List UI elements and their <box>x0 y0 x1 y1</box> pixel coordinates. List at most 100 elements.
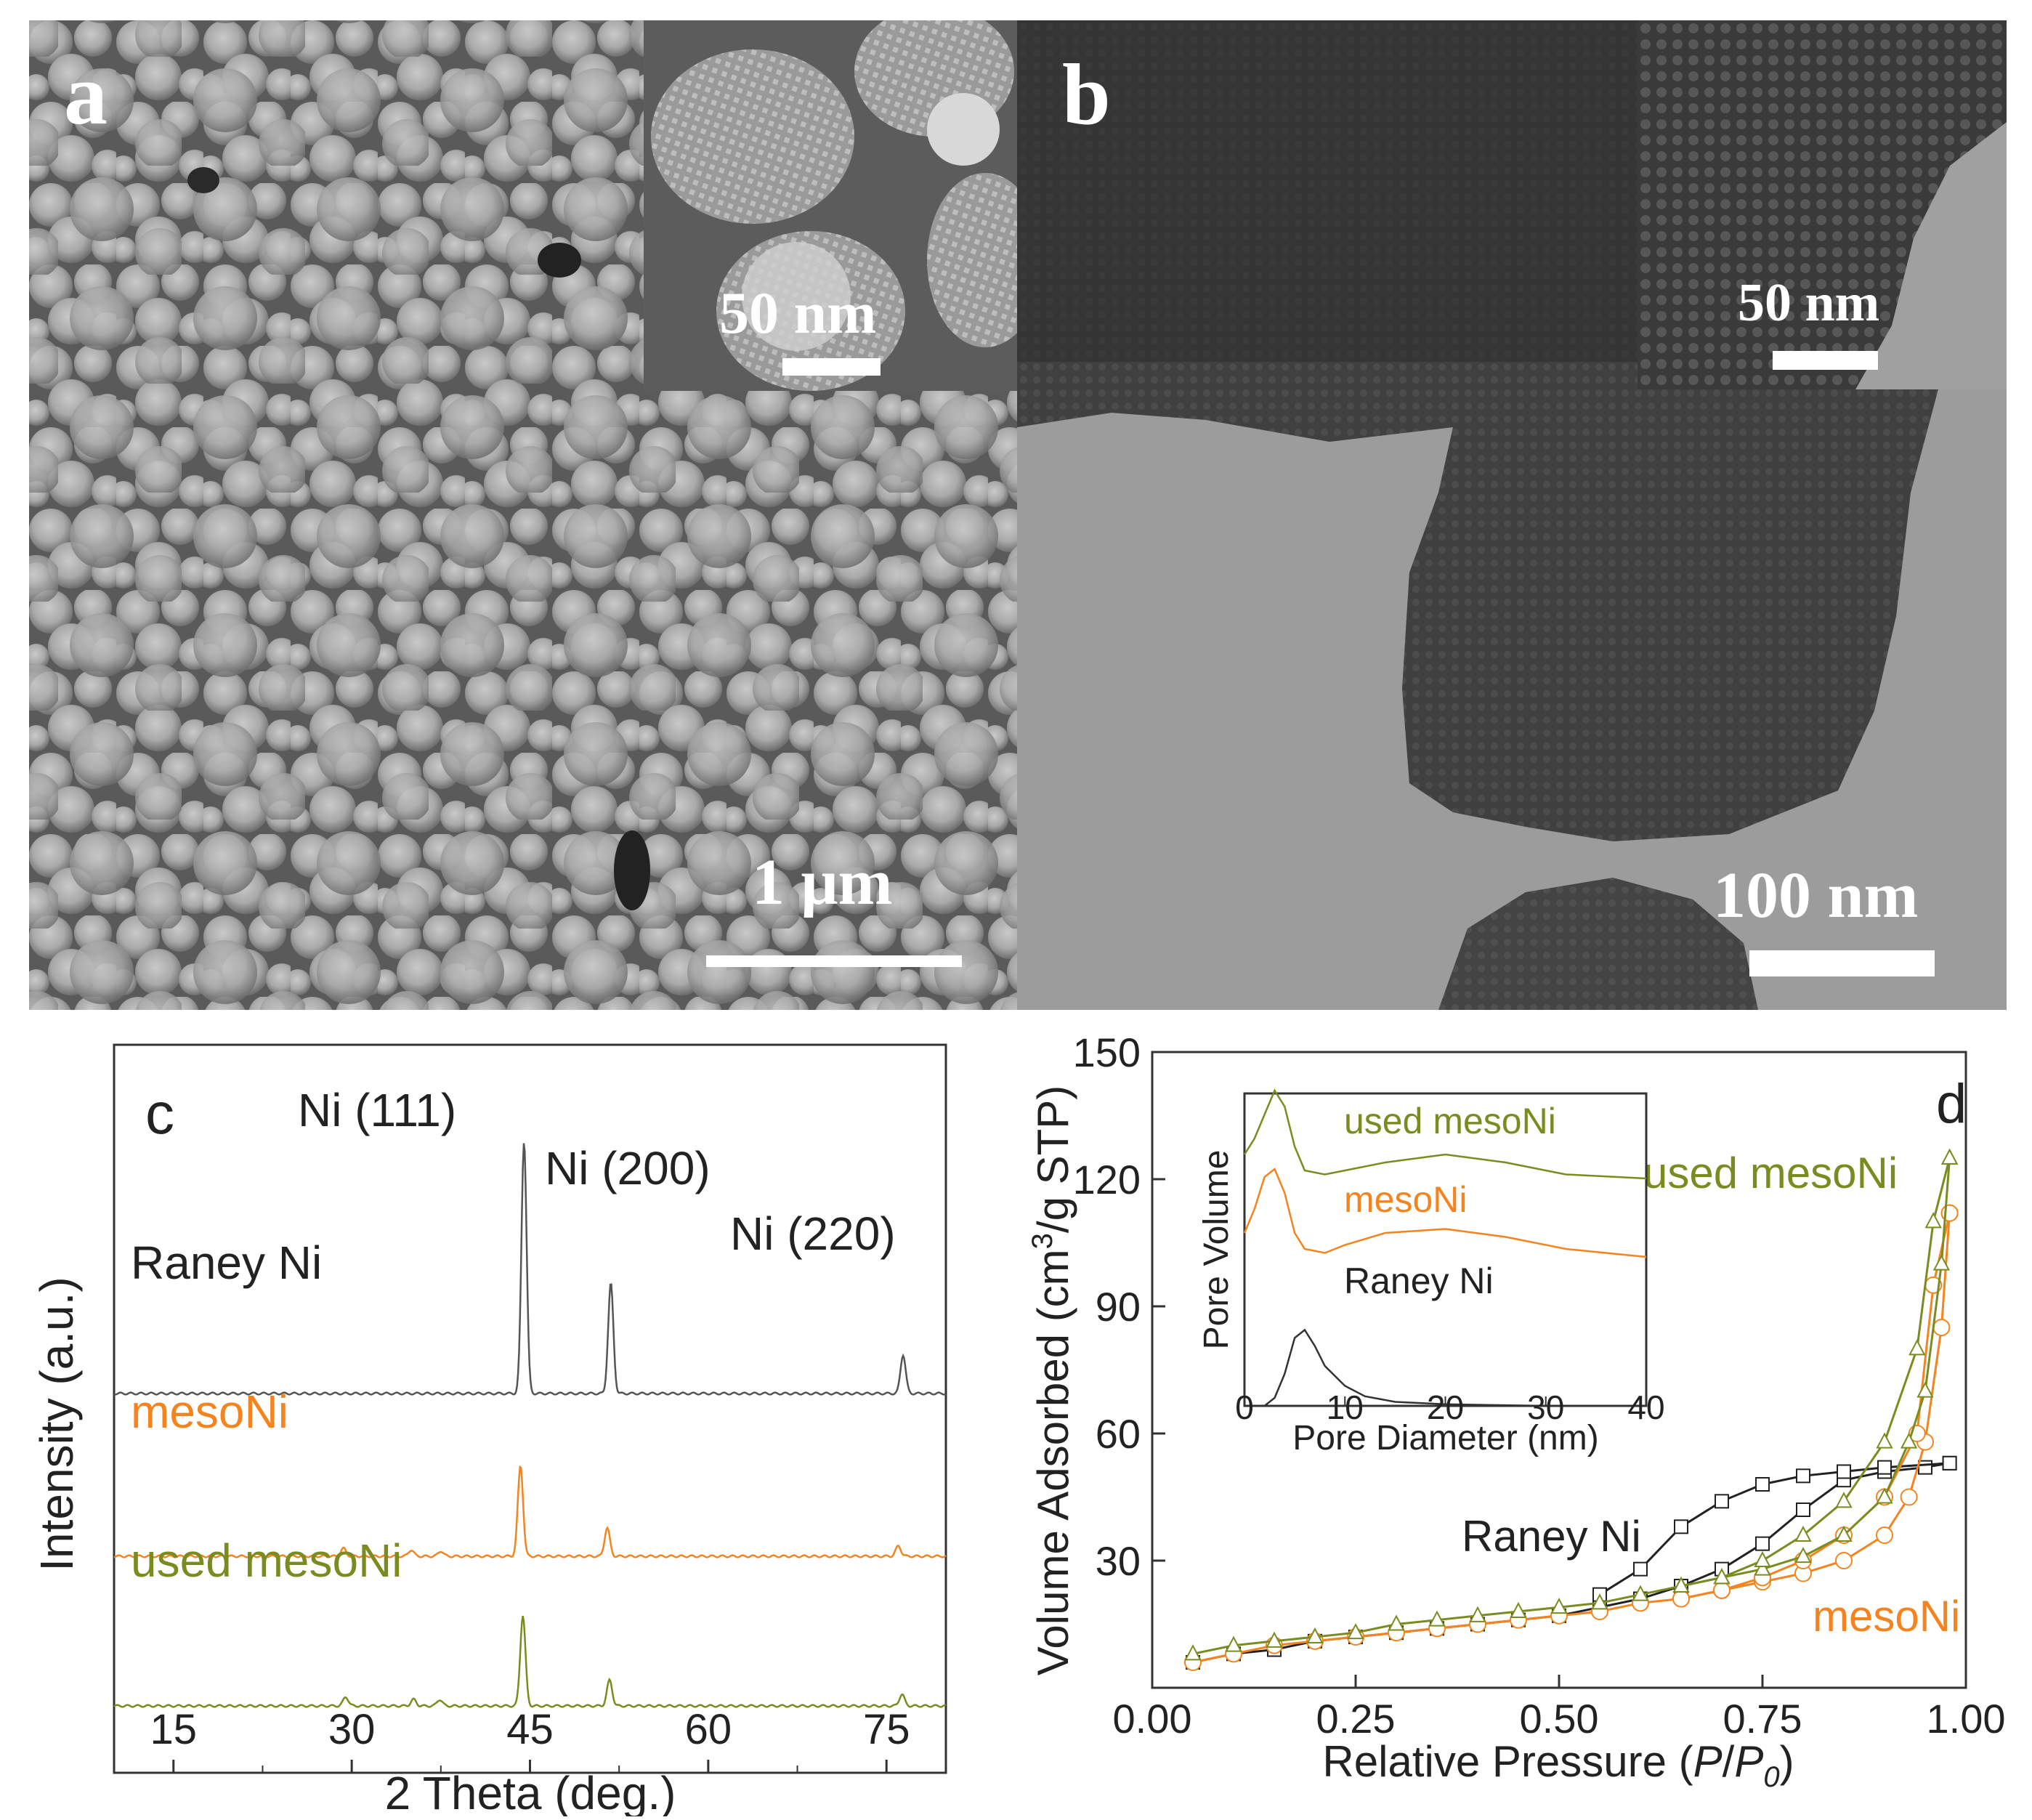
isotherm-point <box>1835 1492 1853 1508</box>
isotherm-point <box>1550 1598 1568 1614</box>
xrd-legend-raney: Raney Ni <box>131 1237 322 1289</box>
isotherm-x-tick-label: 0.75 <box>1723 1696 1802 1742</box>
isotherm-y-tick-label: 30 <box>1096 1538 1141 1584</box>
isotherm-point <box>1900 1432 1918 1449</box>
isotherm-point <box>1672 1590 1690 1608</box>
isotherm-adsorption-line <box>1192 1157 1951 1655</box>
xrd-legend-meso: mesoNi <box>131 1386 288 1438</box>
isotherm-point <box>1713 1581 1731 1599</box>
isotherm-point <box>1266 1631 1283 1648</box>
isotherm-x-tick-label: 0.25 <box>1316 1696 1396 1742</box>
xrd-chart: 15 30 45 60 75 c Ni (111) Ni (200) Ni (220) … <box>31 1043 947 1816</box>
isotherm-point <box>1835 1552 1853 1569</box>
sem-inset-image <box>644 20 1017 391</box>
isotherm-point <box>1633 1561 1648 1577</box>
inset-x-axis-label: Pore Diameter (nm) <box>1292 1419 1598 1457</box>
panel-a-scale-bar <box>706 955 962 967</box>
xrd-x-tick-label: 30 <box>328 1706 376 1753</box>
xrd-y-axis-label: Intensity (a.u.) <box>31 1277 83 1572</box>
isotherm-point <box>1796 1502 1810 1517</box>
panel-a-scale-label: 1 μm <box>752 846 893 918</box>
inset-legend-meso: mesoNi <box>1344 1179 1467 1220</box>
isotherm-point <box>1932 1319 1951 1337</box>
panel-b-scale-bar <box>1749 950 1935 976</box>
isotherm-y-tick-label: 150 <box>1073 1030 1141 1075</box>
inset-x-tick-label: 0 <box>1235 1388 1254 1426</box>
isotherm-adsorption-line <box>1192 1213 1951 1664</box>
inset-series-line <box>1243 1167 1647 1258</box>
xrd-peak-label-220: Ni (220) <box>730 1208 896 1260</box>
xrd-peak-label-200: Ni (200) <box>545 1142 711 1194</box>
panel-b-inset-scale-bar <box>1773 351 1878 370</box>
isotherm-point <box>1837 1464 1851 1479</box>
panel-a-sem-image <box>29 20 1017 1010</box>
isotherm-y-tick-label: 60 <box>1096 1411 1141 1457</box>
inset-legend-used: used mesoNi <box>1344 1101 1556 1141</box>
xrd-series-line <box>113 1143 947 1396</box>
xrd-panel-label: c <box>145 1081 174 1146</box>
inset-x-tick-label: 30 <box>1527 1388 1564 1426</box>
xrd-x-tick-label: 60 <box>685 1706 732 1753</box>
xrd-x-ticks: 15 30 45 60 75 <box>150 1706 910 1773</box>
isotherm-panel-label: d <box>1936 1073 1967 1135</box>
isotherm-point <box>1306 1627 1324 1643</box>
isotherm-point <box>1916 1381 1934 1398</box>
isotherm-point <box>1924 1212 1942 1229</box>
isotherm-point <box>1674 1519 1688 1534</box>
isotherm-point <box>1877 1460 1892 1475</box>
isotherm-point <box>1591 1593 1608 1610</box>
isotherm-desorption-line <box>1680 1157 1951 1588</box>
panel-a-inset-scale-bar <box>782 358 881 376</box>
isotherm-point <box>1876 1487 1893 1504</box>
inset-series-line <box>1243 1088 1647 1180</box>
xrd-x-axis-label: 2 Theta (deg.) <box>385 1767 676 1816</box>
xrd-series-line <box>113 1465 947 1558</box>
panel-b-scale-label: 100 nm <box>1713 860 1919 931</box>
isotherm-point <box>1713 1568 1731 1585</box>
inset-x-tick-label: 40 <box>1627 1388 1664 1426</box>
isotherm-point <box>1632 1585 1649 1601</box>
panel-b-inset-scale-label: 50 nm <box>1738 273 1880 333</box>
xrd-peak-label-111: Ni (111) <box>298 1084 456 1136</box>
isotherm-chart: 0.00 0.25 0.50 0.75 1.00 30 60 90 120 150 d used … <box>1027 1030 2006 1793</box>
isotherm-point <box>1388 1614 1405 1631</box>
isotherm-point <box>1672 1576 1690 1593</box>
isotherm-point <box>1932 1254 1951 1271</box>
isotherm-point <box>1184 1644 1202 1661</box>
isotherm-point <box>1876 1432 1893 1449</box>
inset-x-ticks: 0 10 20 30 40 <box>1235 1388 1664 1426</box>
panel-b-inset <box>1638 20 2007 389</box>
isotherm-point <box>1876 1526 1893 1544</box>
isotherm-point <box>1835 1525 1853 1542</box>
isotherm-y-axis-label: Volume Adsorbed (cm3/g STP) <box>1027 1085 1077 1676</box>
isotherm-point <box>1755 1536 1770 1551</box>
isotherm-point <box>1794 1547 1812 1564</box>
inset-x-tick-label: 20 <box>1427 1388 1464 1426</box>
isotherm-x-tick-label: 0.50 <box>1520 1696 1599 1742</box>
isotherm-desorption-line <box>1599 1462 1950 1595</box>
isotherm-point <box>1469 1606 1486 1622</box>
panel-a-letter: a <box>64 46 108 142</box>
isotherm-point <box>1796 1468 1810 1484</box>
panel-a-inset-scale-label: 50 nm <box>719 280 877 346</box>
isotherm-series-group <box>1184 1148 1959 1671</box>
isotherm-point <box>1715 1494 1729 1509</box>
isotherm-point <box>1347 1623 1364 1640</box>
inset-x-tick-label: 10 <box>1327 1388 1364 1426</box>
isotherm-ticks: 0.00 0.25 0.50 0.75 1.00 30 60 90 120 150 <box>1073 1030 2006 1742</box>
panel-b-tem-image <box>1017 20 2007 1010</box>
isotherm-legend-meso: mesoNi <box>1813 1592 1960 1641</box>
xrd-legend-used: used mesoNi <box>131 1534 402 1587</box>
xrd-x-tick-label: 45 <box>506 1706 554 1753</box>
isotherm-legend-raney: Raney Ni <box>1462 1512 1641 1561</box>
tem-inset-image <box>1638 20 2007 389</box>
isotherm-point <box>1918 1460 1932 1475</box>
isotherm-point <box>1794 1525 1812 1542</box>
inset-legend-raney: Raney Ni <box>1344 1261 1494 1301</box>
isotherm-y-tick-label: 120 <box>1073 1157 1141 1202</box>
isotherm-point <box>1940 1148 1959 1165</box>
panel-a-inset <box>644 20 1017 391</box>
isotherm-y-tick-label: 90 <box>1096 1284 1141 1330</box>
isotherm-x-tick-label: 1.00 <box>1927 1696 2006 1742</box>
panel-b-letter: b <box>1062 46 1111 142</box>
